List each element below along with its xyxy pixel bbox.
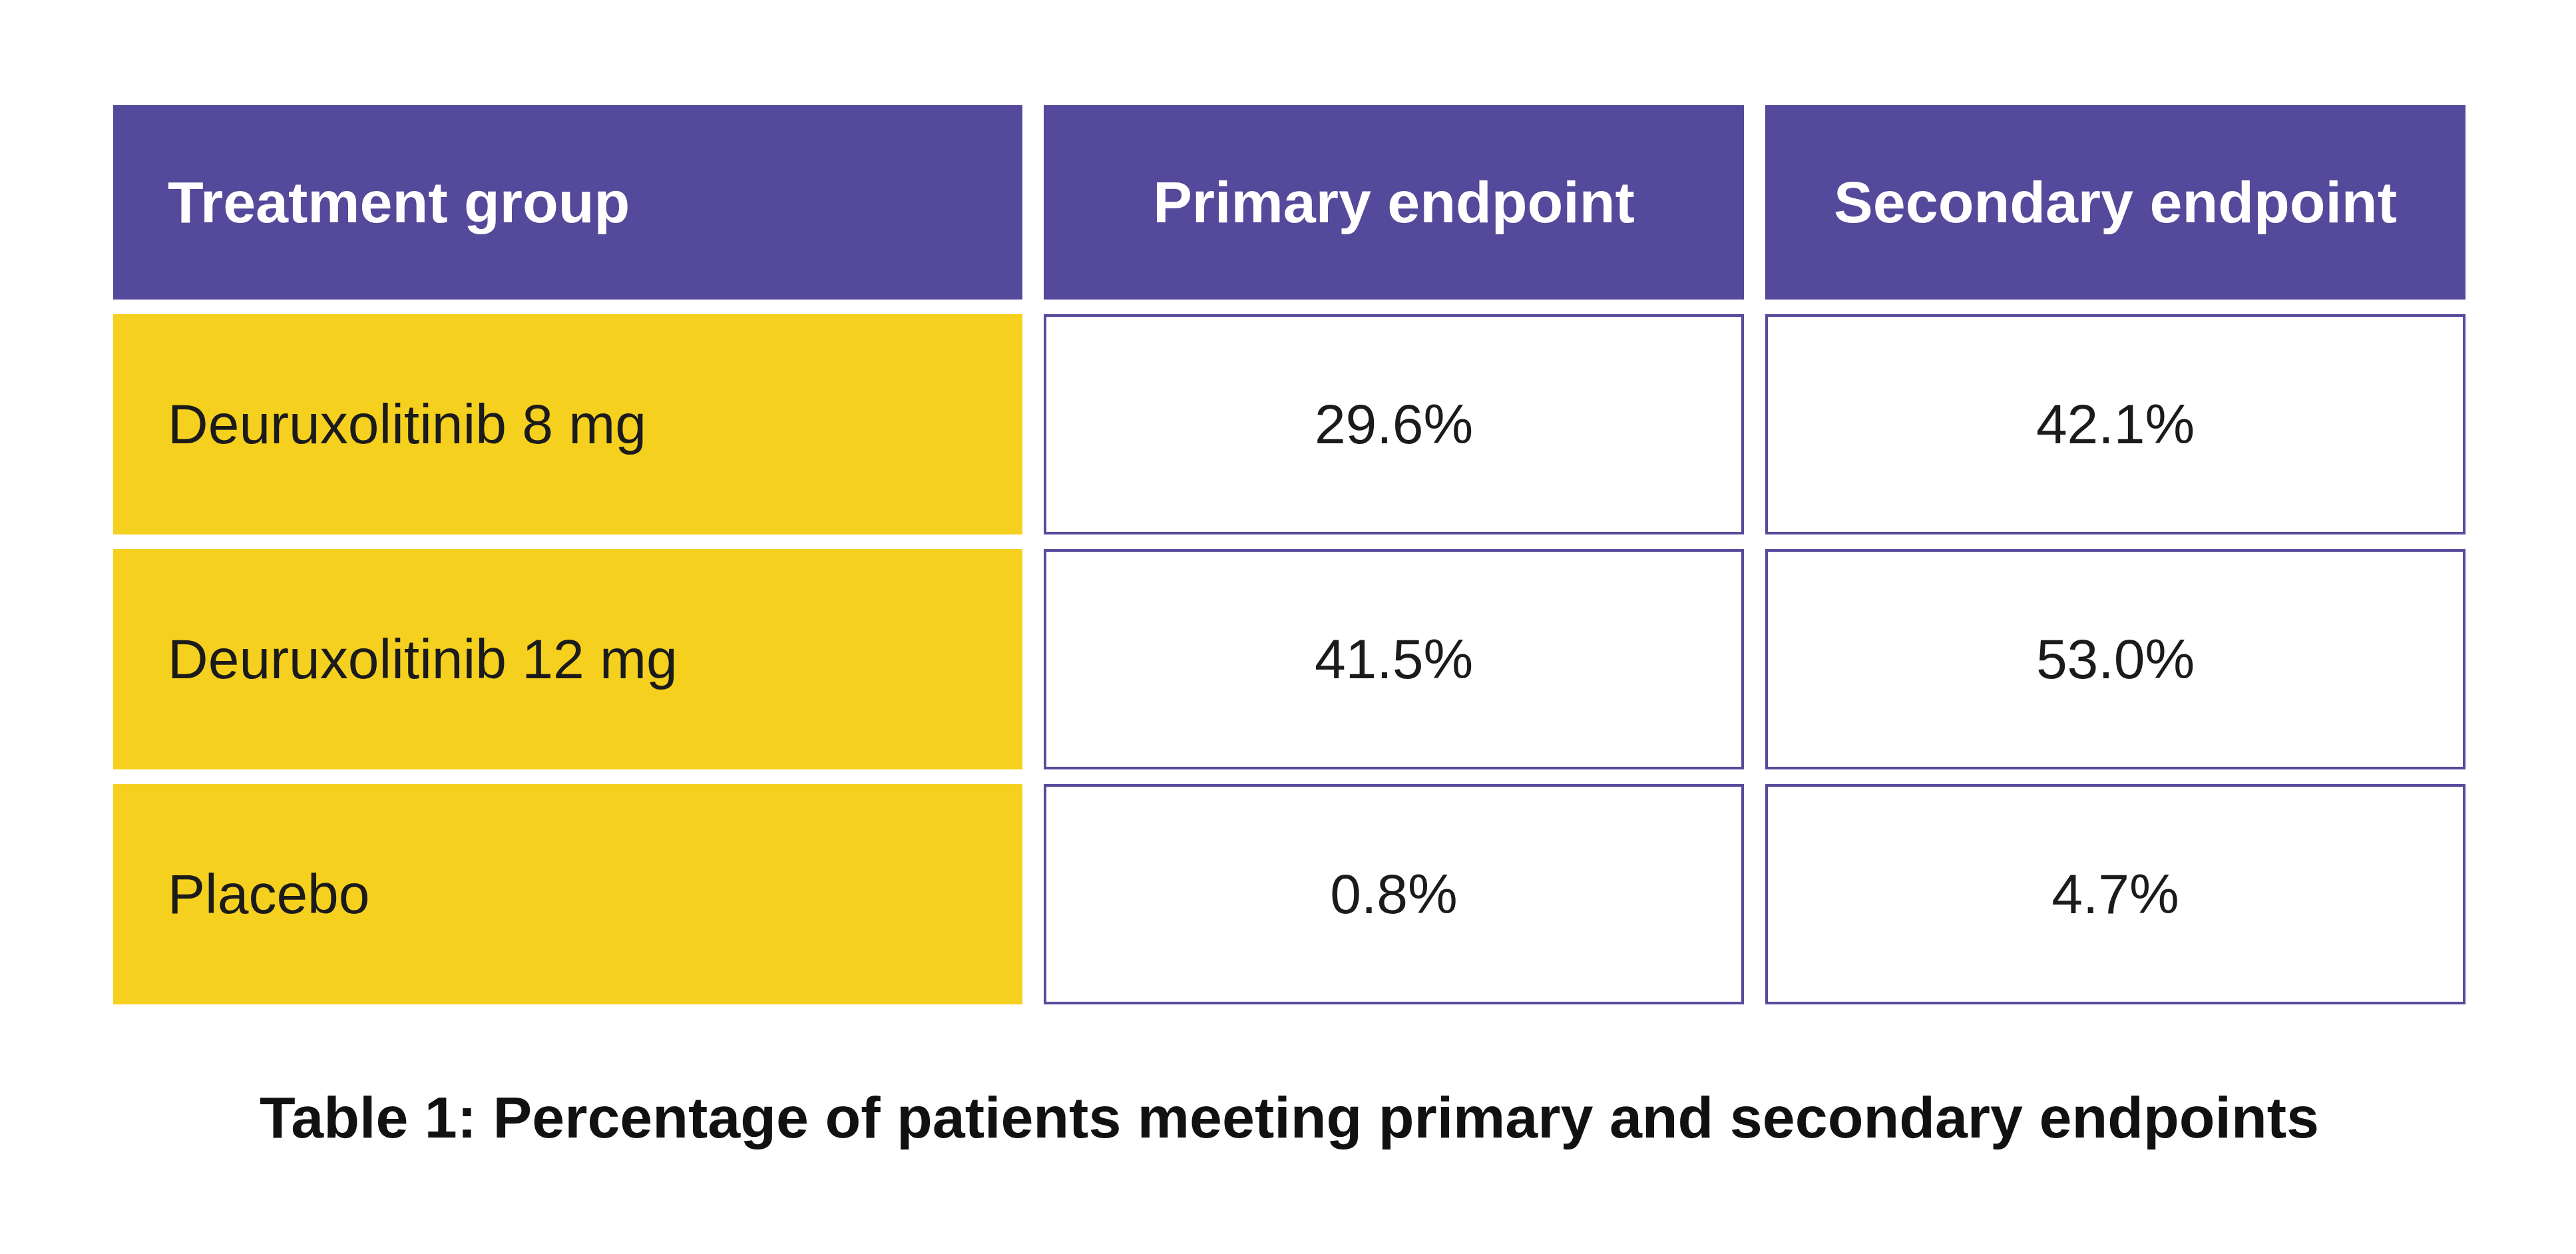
row-label-deuruxolitinib-8mg: Deuruxolitinib 8 mg: [113, 314, 1022, 534]
header-primary-endpoint: Primary endpoint: [1044, 105, 1744, 300]
table-header-row: Treatment group Primary endpoint Seconda…: [113, 105, 2466, 300]
table-caption: Table 1: Percentage of patients meeting …: [113, 1084, 2466, 1151]
value-secondary-deuruxolitinib-8mg: 42.1%: [1765, 314, 2466, 534]
row-label-placebo: Placebo: [113, 784, 1022, 1004]
table-row: Deuruxolitinib 12 mg 41.5% 53.0%: [113, 549, 2466, 769]
endpoints-table: Treatment group Primary endpoint Seconda…: [113, 105, 2466, 1019]
value-primary-deuruxolitinib-12mg: 41.5%: [1044, 549, 1744, 769]
value-secondary-placebo: 4.7%: [1765, 784, 2466, 1004]
value-primary-deuruxolitinib-8mg: 29.6%: [1044, 314, 1744, 534]
header-treatment-group: Treatment group: [113, 105, 1022, 300]
value-secondary-deuruxolitinib-12mg: 53.0%: [1765, 549, 2466, 769]
table-row: Deuruxolitinib 8 mg 29.6% 42.1%: [113, 314, 2466, 534]
table-row: Placebo 0.8% 4.7%: [113, 784, 2466, 1004]
value-primary-placebo: 0.8%: [1044, 784, 1744, 1004]
row-label-deuruxolitinib-12mg: Deuruxolitinib 12 mg: [113, 549, 1022, 769]
header-secondary-endpoint: Secondary endpoint: [1765, 105, 2466, 300]
